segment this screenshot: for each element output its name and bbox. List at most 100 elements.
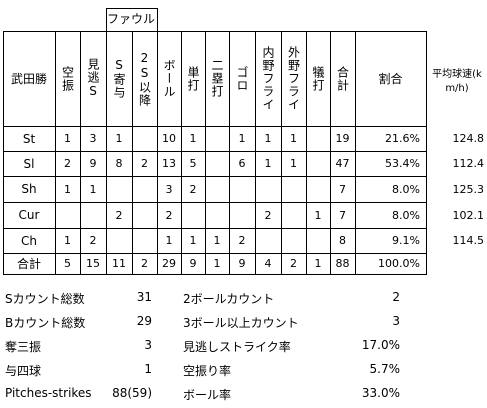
column-header: ゴロ — [229, 31, 255, 126]
table-cell — [306, 151, 330, 176]
grid-vline — [306, 31, 307, 275]
grid-vline — [330, 31, 331, 275]
table-cell: 1 — [264, 157, 272, 170]
table-cell: 8.0% — [392, 182, 420, 196]
table-cell: 21.6% — [385, 132, 420, 145]
column-header-label: 二塁打 — [210, 59, 224, 98]
grid-hline — [3, 126, 427, 127]
stat-right-label: ボール率 — [183, 388, 232, 402]
table-cell — [205, 202, 229, 228]
grid-hline — [3, 228, 427, 229]
table-cell — [255, 176, 281, 202]
table-cell: 1 — [64, 182, 71, 196]
stat-left-value: 3 — [144, 338, 152, 352]
table-cell: 1 — [290, 132, 297, 145]
stat-right-value: 3 — [392, 314, 400, 328]
stat-right-label: 空振り率 — [183, 364, 232, 378]
grid-hline — [3, 274, 427, 275]
table-cell: 8.0% — [392, 208, 420, 222]
table-cell: 2 — [89, 234, 97, 247]
grid-hline — [3, 176, 427, 177]
table-cell: 2 — [141, 157, 148, 170]
speed-header: 平均球速(km/h) — [428, 68, 486, 96]
table-cell — [205, 126, 229, 151]
table-cell: 8 — [115, 157, 123, 170]
table-cell — [132, 176, 157, 202]
table-cell — [132, 202, 157, 228]
grid-hline — [3, 31, 427, 32]
table-cell: 5 — [64, 257, 71, 270]
column-header-label: 外野フライ — [286, 46, 301, 111]
table-cell: 1 — [314, 257, 322, 270]
row-pitch-label: Sh — [21, 182, 37, 196]
table-cell: 2 — [264, 208, 272, 222]
table-cell — [281, 202, 306, 228]
foul-bracket-top — [106, 8, 157, 9]
stat-left-label: Sカウント総数 — [5, 292, 85, 306]
column-header-label: 合計 — [335, 65, 350, 92]
column-header: 見逃S — [80, 31, 106, 126]
table-cell — [106, 176, 132, 202]
stat-left-value: 31 — [136, 290, 152, 304]
row-pitch-label: 合計 — [16, 257, 41, 271]
grid-vline — [55, 31, 56, 275]
table-cell — [80, 202, 106, 228]
table-cell: 1 — [213, 234, 221, 247]
grid-hline — [3, 253, 427, 254]
column-header-label: S寄与 — [112, 58, 126, 99]
column-header: 外野フライ — [281, 31, 306, 126]
stat-right-label: 3ボール以上カウント — [183, 316, 299, 330]
grid-hline — [3, 202, 427, 203]
stat-right-value: 5.7% — [369, 362, 401, 376]
column-header-label: 内野フライ — [261, 46, 275, 111]
column-header: 割合 — [355, 31, 426, 126]
foul-bracket-right — [157, 8, 158, 31]
grid-vline — [205, 31, 206, 275]
column-header: ボール — [157, 31, 181, 126]
table-cell: 3 — [89, 132, 97, 145]
table-cell: 11 — [112, 257, 126, 270]
speed-header-label: 平均球速(km/h) — [432, 69, 482, 94]
table-cell: 2 — [290, 257, 297, 270]
stat-right-value: 2 — [392, 290, 400, 304]
table-cell: 2 — [238, 234, 246, 247]
table-cell: 1 — [290, 157, 297, 170]
table-cell: 9.1% — [392, 234, 420, 247]
grid-vline — [255, 31, 256, 275]
table-cell: 2 — [189, 182, 197, 196]
table-cell: 1 — [264, 132, 272, 145]
column-header: 二塁打 — [205, 31, 229, 126]
row-speed: 102.1 — [452, 208, 485, 222]
grid-hline — [3, 151, 427, 152]
table-cell: 2 — [141, 257, 148, 270]
table-cell — [55, 202, 80, 228]
stat-left-label: 与四球 — [5, 364, 42, 378]
table-cell — [132, 126, 157, 151]
column-header: 犠打 — [306, 31, 330, 126]
table-cell — [229, 176, 255, 202]
table-cell: 2 — [115, 208, 123, 222]
table-cell: 1 — [189, 234, 197, 247]
table-cell: 1 — [115, 132, 123, 145]
column-header: 合計 — [330, 31, 355, 126]
stat-right-label: 2ボールカウント — [183, 292, 275, 306]
table-cell: 2 — [165, 208, 173, 222]
foul-bracket-left — [106, 8, 107, 31]
table-cell: 1 — [64, 132, 71, 145]
stat-left-label: Pitches-strikes — [5, 386, 92, 400]
row-speed: 124.8 — [452, 132, 485, 145]
column-header-label: 割合 — [378, 72, 403, 86]
table-cell — [306, 126, 330, 151]
table-cell: 5 — [189, 157, 197, 170]
grid-vline — [106, 31, 107, 275]
table-cell: 47 — [335, 157, 350, 170]
table-cell: 1 — [64, 234, 71, 247]
stat-left-value: 29 — [136, 314, 152, 328]
column-header: 2S以降 — [132, 31, 157, 126]
grid-vline — [426, 31, 427, 275]
table-cell — [281, 228, 306, 253]
table-cell: 3 — [165, 182, 173, 196]
stat-left-value: 88(59) — [112, 386, 152, 400]
table-cell — [306, 228, 330, 253]
table-cell — [132, 228, 157, 253]
